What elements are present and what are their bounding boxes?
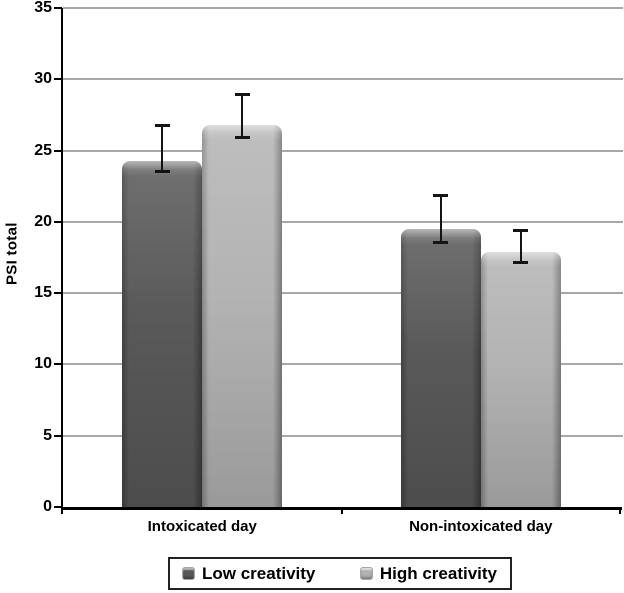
- error-bar-cap-top: [513, 229, 529, 233]
- legend-label: Low creativity: [202, 563, 316, 583]
- x-axis-line: [61, 507, 622, 510]
- error-bar-cap-top: [154, 123, 170, 127]
- y-axis-line: [61, 8, 63, 514]
- y-axis-tick-label: 25: [34, 141, 52, 159]
- error-bar-cap-bottom: [513, 261, 529, 265]
- gridline: [63, 363, 623, 366]
- error-bar-line: [439, 194, 442, 244]
- y-axis-tick: [54, 78, 62, 81]
- category-label: Non-intoxicated day: [409, 518, 553, 535]
- category-label: Intoxicated day: [147, 518, 257, 535]
- y-axis-tick-label: 20: [34, 212, 52, 230]
- gridline: [63, 292, 623, 295]
- y-axis-tick: [54, 292, 62, 295]
- legend-item: Low creativity: [183, 564, 315, 584]
- bar-high-creativity: [480, 251, 561, 507]
- legend-item: High creativity: [360, 563, 497, 584]
- error-bar-cap-top: [433, 193, 449, 197]
- y-axis-tick: [54, 506, 62, 508]
- gridline: [63, 149, 623, 152]
- error-bar-line: [519, 230, 522, 264]
- bar-high-creativity: [202, 124, 283, 507]
- y-axis-tick-label: 0: [43, 498, 52, 515]
- y-axis-tick: [54, 363, 62, 366]
- y-axis-tick-label: 15: [34, 284, 52, 302]
- error-bar-line: [241, 93, 244, 138]
- error-bar-cap-bottom: [154, 169, 170, 173]
- error-bar-cap-bottom: [234, 135, 250, 139]
- gridline: [63, 220, 623, 223]
- y-axis-tick: [54, 7, 62, 9]
- gridline: [63, 434, 623, 437]
- y-axis-tick-label: 35: [34, 0, 52, 16]
- y-axis-tick: [54, 149, 62, 152]
- legend-marker-icon: [183, 568, 194, 579]
- bar-low-creativity: [400, 228, 481, 507]
- y-axis-tick-label: 10: [34, 355, 52, 373]
- x-axis-tick: [619, 507, 621, 514]
- y-axis-tick-label: 5: [43, 426, 52, 444]
- error-bar-cap-bottom: [433, 241, 449, 245]
- gridline: [63, 78, 623, 81]
- legend: Low creativity High creativity: [168, 557, 512, 590]
- error-bar-line: [161, 124, 164, 172]
- y-axis-tick-label: 30: [34, 70, 52, 88]
- y-axis-tick: [54, 220, 62, 223]
- error-bar-cap-top: [234, 92, 250, 96]
- legend-marker-icon: [360, 568, 372, 579]
- gridline: [63, 7, 623, 9]
- x-axis-tick: [340, 507, 343, 514]
- legend-label: High creativity: [379, 563, 497, 583]
- bar-low-creativity: [122, 160, 203, 507]
- y-axis-tick: [54, 434, 62, 437]
